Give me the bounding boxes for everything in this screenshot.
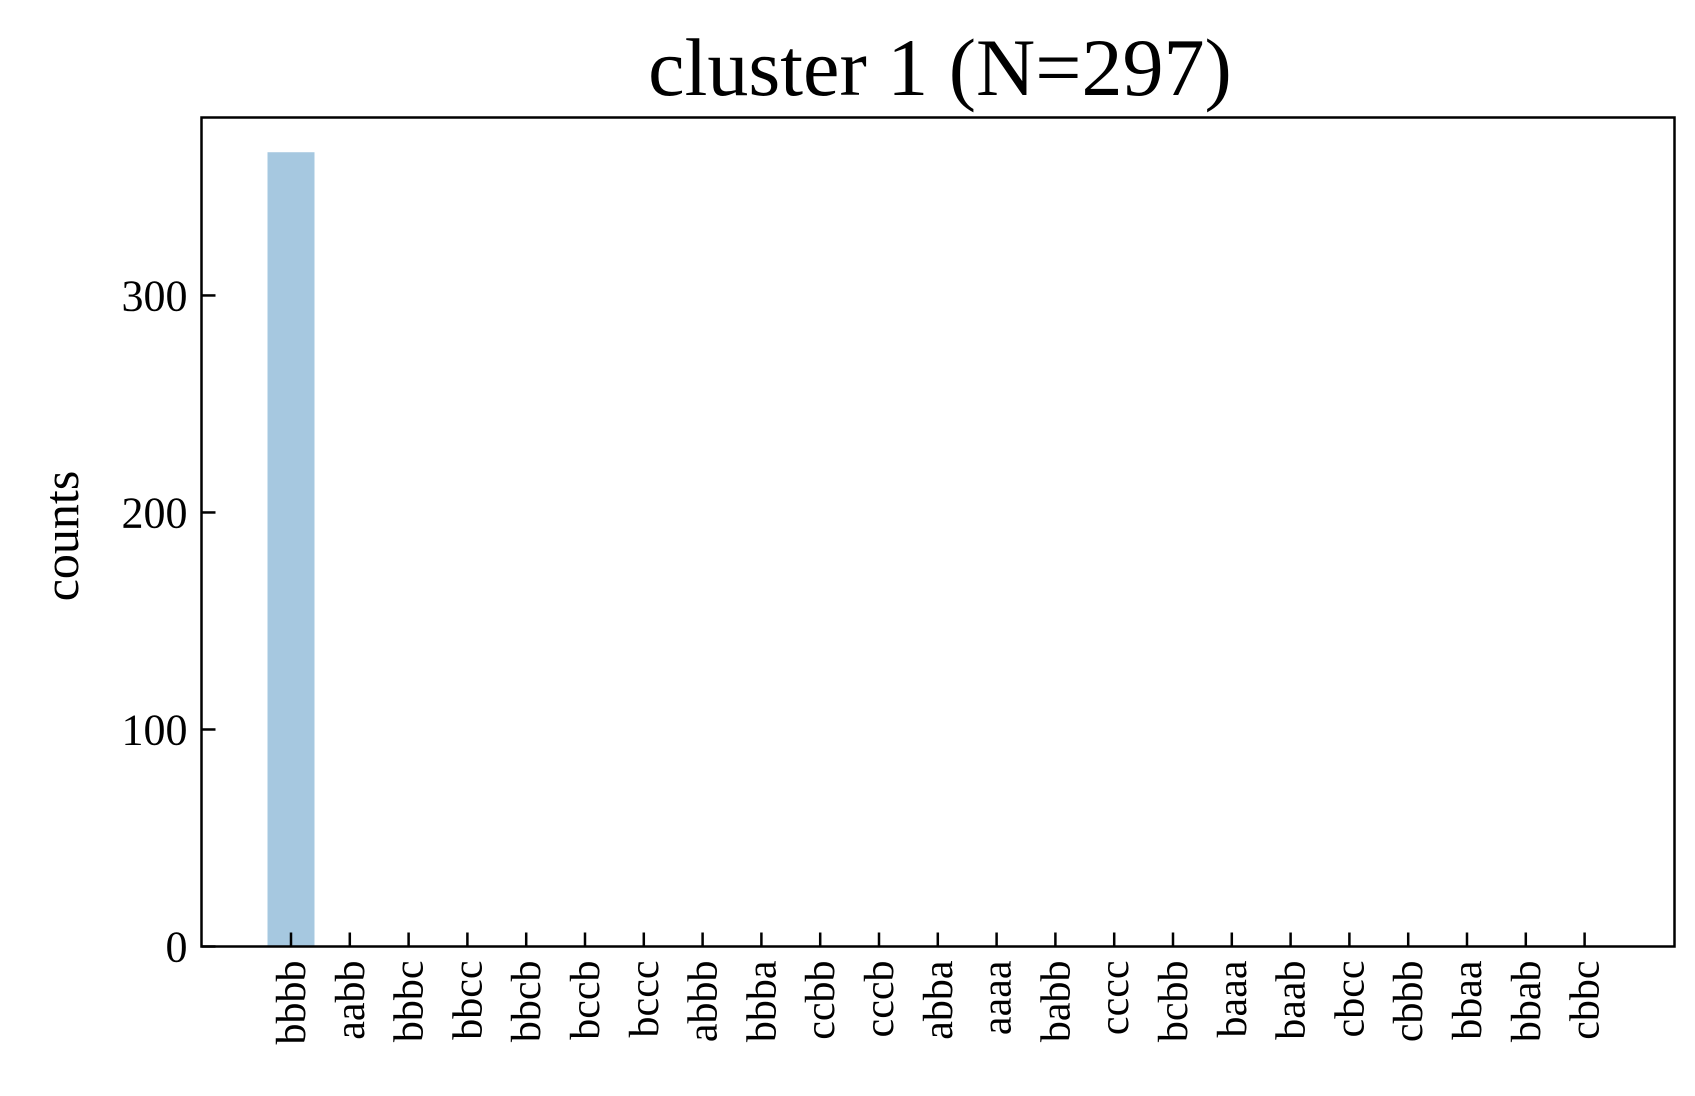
x-tick-label: babb: [1033, 961, 1079, 1043]
x-tick-label: bbcb: [504, 961, 550, 1043]
y-tick-label: 300: [122, 271, 188, 320]
x-tick-label: cbbb: [1386, 961, 1432, 1043]
x-tick-label: abbb: [681, 961, 727, 1043]
x-tick-label: baab: [1269, 961, 1315, 1040]
x-axis: bbbb aabb bbbc bbcc bbcb bccb bccc abbb bbba ccbb…: [269, 932, 1609, 1045]
x-tick-label: ccbb: [798, 961, 844, 1040]
y-tick-label: 0: [166, 923, 188, 972]
x-tick-label: bcbb: [1151, 961, 1197, 1043]
y-axis-label: counts: [33, 471, 89, 602]
y-tick-label: 100: [122, 705, 188, 754]
x-tick-label: cbcc: [1327, 961, 1373, 1038]
bar-bbbb: [267, 152, 315, 947]
chart-title: cluster 1 (N=297): [648, 22, 1232, 113]
x-tick-label: bbba: [739, 960, 785, 1042]
x-tick-label: bbaa: [1445, 960, 1491, 1040]
x-tick-label: bbcc: [445, 961, 491, 1040]
x-tick-label: aaaa: [975, 960, 1021, 1035]
y-tick-label: 200: [122, 488, 188, 537]
x-tick-label: baaa: [1210, 960, 1256, 1037]
y-axis: 0 100 200 300: [122, 271, 216, 972]
x-tick-label: bbbb: [269, 961, 315, 1045]
x-tick-label: aabb: [328, 961, 374, 1040]
x-tick-label: cbbc: [1563, 961, 1609, 1040]
x-tick-label: abba: [916, 960, 962, 1040]
x-tick-label: cccb: [857, 961, 903, 1038]
x-tick-label: bbbc: [387, 961, 433, 1043]
bars-group: [267, 152, 315, 947]
x-tick-label: bbab: [1504, 961, 1550, 1043]
x-tick-label: bccc: [622, 961, 668, 1038]
plot-frame: [200, 116, 1676, 948]
x-tick-label: cccc: [1092, 961, 1138, 1036]
x-tick-label: bccb: [563, 961, 609, 1040]
